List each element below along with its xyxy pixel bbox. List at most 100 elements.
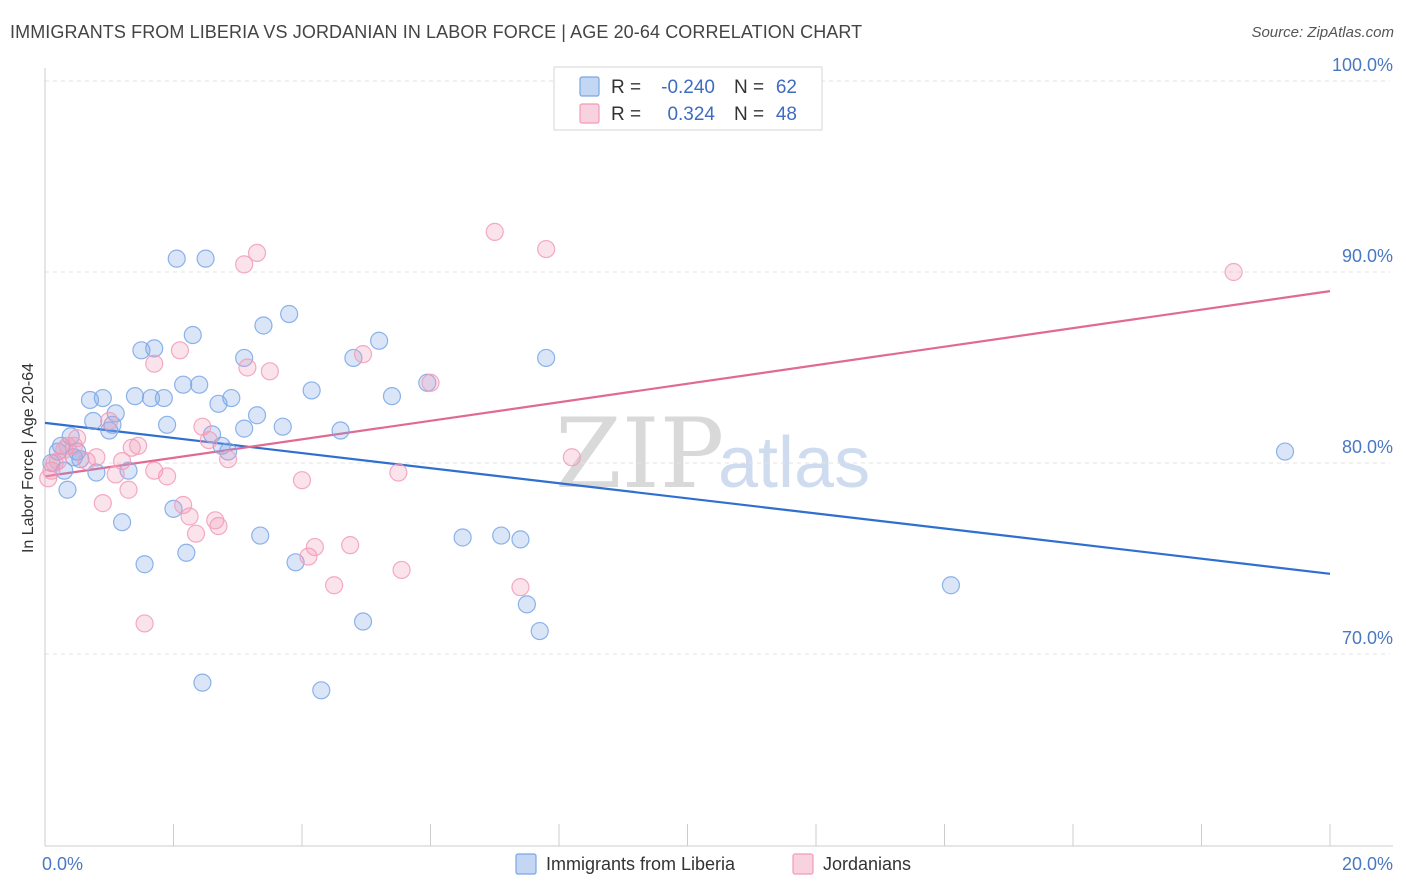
point-liberia (157, 415, 177, 434)
y-tick-labels: 70.0% 80.0% 90.0% 100.0% (1332, 55, 1393, 648)
point-jordanians (562, 448, 581, 467)
point-liberia (145, 339, 164, 358)
point-liberia (1275, 442, 1295, 461)
point-jordanians (68, 429, 87, 448)
trend-line-liberia (44, 421, 1331, 575)
y-tick-label: 90.0% (1342, 246, 1393, 266)
point-jordanians (1224, 262, 1243, 282)
legend-r-label-jordanians: R = (611, 104, 641, 125)
point-liberia (167, 249, 186, 268)
point-liberia (941, 576, 961, 595)
point-liberia (177, 543, 196, 562)
point-jordanians (122, 438, 141, 457)
y-axis-label: In Labor Force | Age 20-64 (20, 363, 37, 553)
watermark: ZIP atlas (555, 398, 870, 510)
point-jordanians (87, 448, 106, 467)
point-jordanians (389, 463, 408, 482)
point-liberia (55, 461, 74, 480)
point-jordanians (219, 450, 238, 469)
point-liberia (193, 673, 212, 692)
point-jordanians (292, 471, 312, 490)
point-jordanians (392, 560, 411, 580)
point-liberia (511, 530, 530, 549)
legend-n-label-liberia: N = (734, 77, 764, 98)
point-jordanians (325, 576, 344, 595)
point-liberia (164, 499, 183, 518)
source-credit: Source: ZipAtlas.com (1251, 24, 1394, 41)
point-jordanians (119, 480, 138, 499)
point-liberia (222, 388, 241, 408)
point-liberia (183, 325, 202, 345)
point-jordanians (238, 358, 257, 377)
point-jordanians (537, 239, 556, 259)
point-liberia (251, 526, 270, 545)
chart-title: IMMIGRANTS FROM LIBERIA VS JORDANIAN IN … (10, 22, 863, 42)
series-legend-label-jordanians: Jordanians (823, 854, 911, 874)
point-liberia (100, 421, 119, 440)
correlation-legend: R = -0.240 N = 62 R = 0.324 N = 48 (553, 66, 823, 131)
legend-r-label-liberia: R = (611, 77, 641, 98)
watermark-zip: ZIP (555, 398, 724, 510)
point-liberia (370, 331, 389, 350)
point-liberia (58, 480, 77, 499)
legend-swatch-liberia (579, 76, 600, 97)
point-jordanians (260, 362, 279, 381)
point-jordanians (45, 453, 64, 473)
point-jordanians (511, 578, 530, 597)
y-tick-label: 100.0% (1332, 55, 1393, 75)
x-tick-label: 0.0% (42, 854, 83, 874)
y-tick-label: 80.0% (1342, 437, 1393, 457)
point-liberia (190, 375, 209, 394)
legend-swatch-jordanians (579, 103, 600, 124)
point-liberia (219, 442, 238, 461)
series-legend: Immigrants from Liberia Jordanians (515, 853, 911, 875)
point-jordanians (299, 547, 318, 566)
point-liberia (312, 681, 331, 700)
series-legend-swatch-liberia (515, 853, 537, 875)
point-jordanians (58, 436, 77, 455)
trend-line-jordanians (44, 290, 1331, 478)
series-legend-swatch-jordanians (792, 853, 814, 875)
point-jordanians (174, 495, 193, 515)
point-liberia (537, 348, 556, 368)
point-jordanians (235, 255, 254, 274)
point-liberia (382, 387, 402, 406)
trend-lines (44, 290, 1331, 575)
point-liberia (135, 555, 154, 574)
point-jordanians (170, 341, 190, 360)
point-liberia (280, 304, 299, 324)
point-jordanians (305, 537, 324, 557)
point-liberia (125, 387, 145, 406)
point-liberia (331, 421, 350, 440)
point-jordanians (485, 222, 504, 241)
point-liberia (302, 381, 321, 400)
point-jordanians (209, 516, 228, 536)
point-liberia (112, 513, 132, 532)
point-jordanians (100, 411, 119, 431)
legend-r-value-jordanians: 0.324 (667, 104, 715, 125)
point-jordanians (145, 354, 164, 373)
point-liberia (344, 348, 363, 368)
point-jordanians (157, 467, 177, 486)
series-legend-label-liberia: Immigrants from Liberia (546, 854, 736, 874)
point-jordanians (421, 373, 440, 392)
data-points (39, 222, 1295, 700)
point-jordanians (129, 436, 148, 455)
point-liberia (235, 419, 254, 438)
point-jordanians (353, 345, 373, 364)
point-liberia (174, 375, 193, 394)
point-liberia (254, 316, 273, 335)
x-tick-labels: 0.0% 20.0% (42, 854, 1393, 874)
legend-r-value-liberia: -0.240 (661, 77, 715, 98)
point-liberia (154, 388, 173, 408)
point-liberia (247, 406, 267, 425)
point-jordanians (135, 614, 154, 633)
point-liberia (492, 526, 511, 545)
point-jordanians (199, 430, 218, 450)
point-liberia (106, 404, 125, 423)
point-jordanians (93, 494, 112, 513)
point-jordanians (206, 511, 225, 530)
point-jordanians (186, 524, 206, 543)
point-jordanians (180, 507, 199, 526)
